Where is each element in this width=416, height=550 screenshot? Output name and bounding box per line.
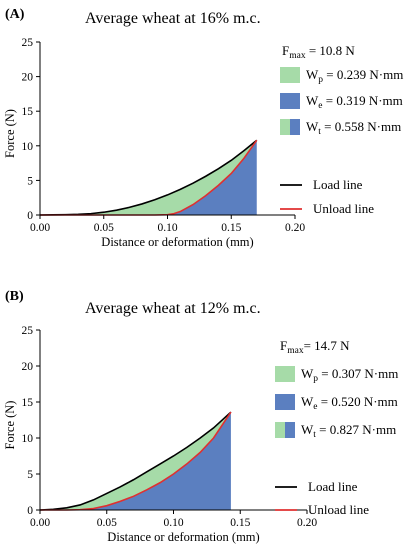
- energy-p-label: Wp = 0.239 N·mm: [306, 67, 403, 85]
- energy-e-label: We = 0.520 N·mm: [301, 394, 398, 412]
- x-axis-label: Distance or deformation (mm): [101, 235, 253, 249]
- energy-t-label-subscript: t: [318, 127, 321, 137]
- y-tick-label: 0: [27, 505, 33, 517]
- energy-t-label-value: = 0.558 N·mm: [321, 119, 401, 134]
- x-tick-label: 0.05: [94, 222, 114, 234]
- energy-e-label: We = 0.319 N·mm: [306, 93, 403, 111]
- fmax-label: Fmax = 10.8 N: [282, 43, 355, 61]
- legend-line-label: Unload line: [308, 502, 369, 517]
- energy-e-label-subscript: e: [313, 402, 317, 412]
- energy-e-label-value: = 0.319 N·mm: [323, 93, 403, 108]
- plastic-energy-area: [40, 140, 257, 215]
- swatch-total-blue: [290, 119, 300, 135]
- fmax-label-value: = 14.7 N: [304, 338, 351, 353]
- energy-t-label-symbol: W: [301, 422, 314, 437]
- chart-title: Average wheat at 12% m.c.: [85, 300, 261, 317]
- energy-t-label-value: = 0.827 N·mm: [316, 422, 396, 437]
- swatch-green: [275, 366, 295, 382]
- energy-e-label-symbol: W: [306, 93, 319, 108]
- fmax-label-subscript: max: [289, 51, 306, 61]
- swatch-total-green: [280, 119, 290, 135]
- y-tick-label: 5: [27, 175, 33, 187]
- y-tick-label: 15: [22, 397, 34, 409]
- y-axis-label: Force (N): [3, 401, 17, 450]
- energy-p-label: Wp = 0.307 N·mm: [301, 366, 398, 384]
- y-tick-label: 20: [22, 72, 34, 84]
- fmax-label-subscript: max: [287, 346, 304, 356]
- y-tick-label: 0: [27, 210, 33, 222]
- swatch-green: [280, 67, 300, 83]
- x-tick-label: 0.10: [163, 517, 183, 529]
- energy-p-label-subscript: p: [318, 75, 323, 85]
- energy-t-label-symbol: W: [306, 119, 319, 134]
- panel-label: (A): [5, 7, 25, 22]
- y-tick-label: 25: [22, 37, 34, 49]
- y-tick-label: 5: [27, 469, 33, 481]
- y-tick-label: 15: [22, 106, 34, 118]
- energy-p-label-value: = 0.307 N·mm: [318, 366, 398, 381]
- y-tick-label: 20: [22, 361, 34, 373]
- fmax-label: Fmax= 14.7 N: [280, 338, 350, 356]
- load-line: [39, 411, 232, 511]
- energy-t-label-subscript: t: [313, 430, 316, 440]
- plastic-energy-area: [40, 412, 231, 510]
- y-tick-label: 10: [22, 141, 34, 153]
- x-tick-label: 0.15: [221, 222, 241, 234]
- energy-p-label-subscript: p: [313, 374, 318, 384]
- x-tick-label: 0.20: [297, 517, 317, 529]
- y-axis-label: Force (N): [3, 109, 17, 158]
- elastic-energy-area: [40, 140, 257, 215]
- swatch-total-blue: [285, 422, 295, 438]
- energy-p-label-symbol: W: [301, 366, 314, 381]
- chart-panel-a: (A) Average wheat at 16% m.c. 0.00 0.05 0.10…: [3, 7, 403, 249]
- energy-e-label-symbol: W: [301, 394, 314, 409]
- legend-line-label: Load line: [308, 479, 358, 494]
- x-tick-label: 0.00: [30, 517, 50, 529]
- fmax-label-symbol: F: [282, 43, 289, 58]
- energy-e-label-value: = 0.520 N·mm: [318, 394, 398, 409]
- x-tick-label: 0.00: [30, 222, 50, 234]
- y-tick-label: 25: [22, 325, 34, 337]
- energy-t-label: Wt = 0.827 N·mm: [301, 422, 396, 440]
- chart-panel-b: (B) Average wheat at 12% m.c. 0.00 0.05 0.10…: [3, 289, 398, 544]
- swatch-blue: [275, 394, 295, 410]
- x-tick-label: 0.15: [230, 517, 250, 529]
- energy-e-label-subscript: e: [318, 101, 322, 111]
- panel-label: (B): [5, 289, 24, 304]
- legend-line-label: Load line: [313, 177, 363, 192]
- fmax-label-value: = 10.8 N: [306, 43, 356, 58]
- swatch-total-green: [275, 422, 285, 438]
- swatch-blue: [280, 93, 300, 109]
- fmax-label-symbol: F: [280, 338, 287, 353]
- elastic-energy-area: [40, 412, 231, 510]
- legend-line-label: Unload line: [313, 201, 374, 216]
- unload-line: [40, 411, 232, 511]
- energy-t-label: Wt = 0.558 N·mm: [306, 119, 401, 137]
- energy-p-label-symbol: W: [306, 67, 319, 82]
- x-tick-label: 0.05: [97, 517, 117, 529]
- y-tick-label: 10: [22, 433, 34, 445]
- x-tick-label: 0.20: [285, 222, 305, 234]
- energy-p-label-value: = 0.239 N·mm: [323, 67, 403, 82]
- chart-title: Average wheat at 16% m.c.: [85, 10, 261, 27]
- x-tick-label: 0.10: [157, 222, 177, 234]
- x-axis-label: Distance or deformation (mm): [107, 530, 259, 544]
